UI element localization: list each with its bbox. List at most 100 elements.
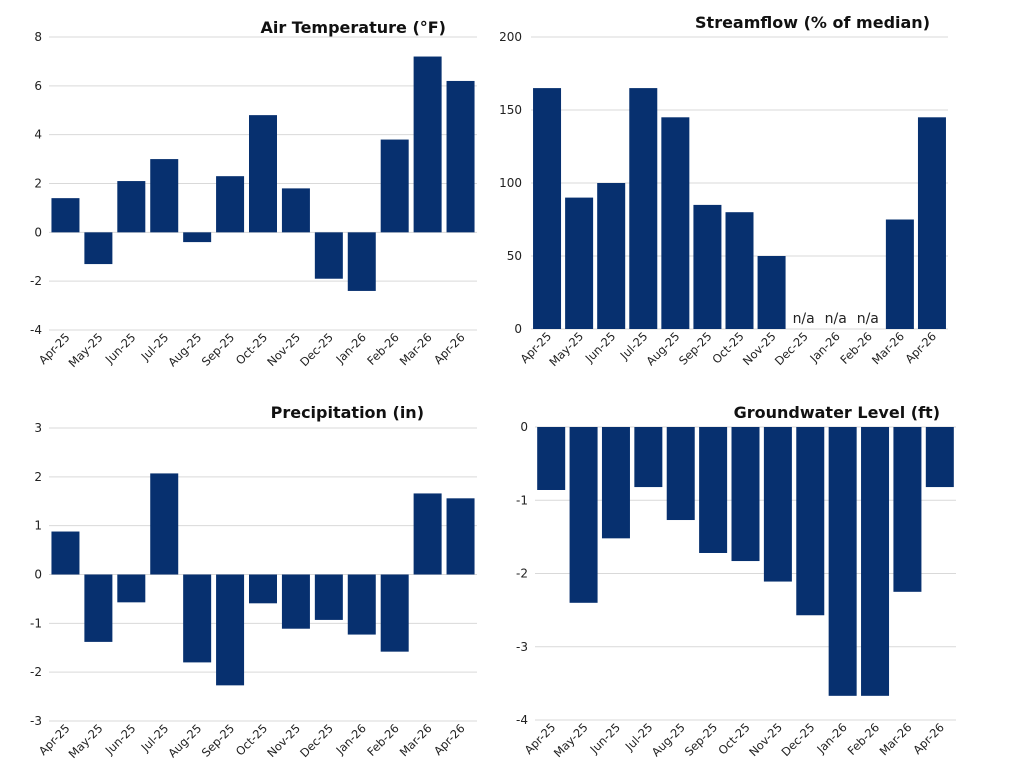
precipitation-bar bbox=[249, 574, 277, 604]
precipitation-title: Precipitation (in) bbox=[271, 403, 424, 422]
streamflow-x-tick-label: Mar-26 bbox=[869, 329, 907, 367]
air-temperature-bar bbox=[183, 232, 212, 243]
streamflow-x-tick-label: Jan-26 bbox=[806, 329, 842, 365]
groundwater-level-bar bbox=[796, 427, 825, 616]
groundwater-level-y-tick-label: -2 bbox=[516, 567, 528, 581]
streamflow-bar bbox=[885, 219, 914, 329]
streamflow-bar bbox=[757, 256, 786, 329]
air-temperature-x-tick-label: Feb-26 bbox=[364, 330, 402, 368]
groundwater-level-x-tick-label: Jan-26 bbox=[813, 720, 849, 756]
precipitation-bar bbox=[314, 574, 343, 620]
streamflow-bar bbox=[597, 183, 626, 329]
groundwater-level-bar bbox=[893, 427, 922, 592]
air-temperature-bar bbox=[347, 232, 376, 291]
streamflow-y-tick-label: 100 bbox=[499, 176, 522, 190]
groundwater-level-bar bbox=[666, 427, 695, 521]
air-temperature-y-tick-label: 0 bbox=[34, 225, 42, 239]
streamflow-bar bbox=[661, 117, 690, 329]
air-temperature-x-tick-label: Apr-26 bbox=[431, 330, 468, 367]
groundwater-level-x-tick-label: Oct-25 bbox=[715, 720, 752, 757]
air-temperature-bar bbox=[150, 159, 179, 233]
air-temperature-bar bbox=[117, 181, 146, 233]
air-temperature-y-tick-label: 2 bbox=[34, 177, 42, 191]
streamflow-missing-label: n/a bbox=[793, 311, 815, 327]
precipitation-y-tick-label: 2 bbox=[34, 470, 42, 484]
streamflow-bar bbox=[917, 117, 946, 329]
streamflow-x-tick-label: Feb-26 bbox=[837, 329, 875, 367]
precipitation-x-tick-label: Oct-25 bbox=[233, 721, 270, 758]
air-temperature-x-tick-label: Jan-26 bbox=[332, 330, 368, 366]
precipitation-bar bbox=[216, 574, 245, 686]
air-temperature-x-tick-label: Jun-25 bbox=[102, 330, 139, 367]
streamflow-x-tick-label: Apr-26 bbox=[902, 329, 939, 366]
groundwater-level-bar bbox=[828, 427, 857, 696]
streamflow-title: Streamflow (% of median) bbox=[695, 13, 930, 32]
precipitation-x-tick-label: Jun-25 bbox=[102, 721, 139, 758]
groundwater-level-x-tick-label: Nov-25 bbox=[746, 720, 785, 759]
groundwater-level-bar bbox=[537, 427, 566, 490]
groundwater-level-bar bbox=[763, 427, 792, 582]
air-temperature-bar bbox=[51, 198, 80, 233]
groundwater-level-bar bbox=[601, 427, 630, 539]
air-temperature-x-tick-label: Dec-25 bbox=[297, 330, 336, 369]
precipitation-x-tick-label: May-25 bbox=[66, 721, 106, 761]
precipitation-x-tick-label: Jan-26 bbox=[332, 721, 368, 757]
precipitation-bar bbox=[51, 531, 80, 575]
streamflow-y-tick-label: 0 bbox=[514, 322, 522, 336]
precipitation-x-tick-label: Feb-26 bbox=[364, 721, 402, 759]
precipitation-bar bbox=[347, 574, 376, 635]
precipitation-bar bbox=[183, 574, 212, 663]
precipitation-bar bbox=[446, 498, 475, 575]
precipitation-chart: Precipitation (in) 3210-1-2-3Apr-25May-2… bbox=[30, 403, 477, 761]
groundwater-level-bar bbox=[569, 427, 598, 603]
groundwater-level-bar bbox=[634, 427, 663, 488]
air-temperature-x-tick-label: Mar-26 bbox=[397, 330, 435, 368]
precipitation-y-tick-label: -2 bbox=[30, 665, 42, 679]
groundwater-level-title: Groundwater Level (ft) bbox=[734, 403, 940, 422]
air-temperature-y-tick-label: 6 bbox=[34, 79, 42, 93]
air-temperature-bar bbox=[413, 56, 442, 233]
air-temperature-bar bbox=[84, 232, 113, 265]
groundwater-level-y-tick-label: 0 bbox=[520, 420, 528, 434]
precipitation-x-tick-label: Nov-25 bbox=[264, 721, 303, 760]
groundwater-level-x-tick-label: Mar-26 bbox=[877, 720, 915, 758]
streamflow-y-tick-label: 200 bbox=[499, 30, 522, 44]
air-temperature-x-tick-label: Oct-25 bbox=[233, 330, 270, 367]
air-temperature-bar bbox=[216, 176, 245, 233]
groundwater-level-bar bbox=[925, 427, 954, 488]
precipitation-x-tick-label: Apr-26 bbox=[431, 721, 468, 758]
streamflow-bar bbox=[533, 88, 562, 329]
precipitation-x-tick-label: Mar-26 bbox=[397, 721, 435, 759]
groundwater-level-x-tick-label: Apr-26 bbox=[910, 720, 947, 757]
streamflow-x-tick-label: Jun-25 bbox=[582, 329, 619, 366]
air-temperature-bar bbox=[281, 188, 310, 233]
streamflow-bar bbox=[725, 212, 754, 329]
groundwater-level-y-tick-label: -3 bbox=[516, 640, 528, 654]
air-temperature-y-tick-label: 8 bbox=[34, 30, 42, 44]
precipitation-x-tick-label: Sep-25 bbox=[199, 721, 238, 760]
air-temperature-x-tick-label: May-25 bbox=[66, 330, 106, 370]
air-temperature-x-tick-label: Nov-25 bbox=[264, 330, 303, 369]
groundwater-level-bar bbox=[861, 427, 890, 696]
groundwater-level-bar bbox=[731, 427, 760, 562]
streamflow-bar bbox=[565, 197, 594, 329]
streamflow-y-tick-label: 50 bbox=[507, 249, 522, 263]
precipitation-x-tick-label: Dec-25 bbox=[297, 721, 336, 760]
streamflow-missing-label: n/a bbox=[857, 311, 879, 327]
precipitation-y-tick-label: -1 bbox=[30, 616, 42, 630]
air-temperature-bar bbox=[380, 139, 409, 233]
groundwater-level-x-tick-label: May-25 bbox=[551, 720, 591, 760]
precipitation-y-tick-label: -3 bbox=[30, 714, 42, 728]
streamflow-x-tick-label: Oct-25 bbox=[709, 329, 746, 366]
precipitation-bar bbox=[281, 574, 310, 629]
precipitation-bar bbox=[117, 574, 146, 603]
streamflow-chart: Streamflow (% of median) 200 150 100 50 0 Apr… bbox=[499, 13, 948, 369]
streamflow-x-tick-label: Nov-25 bbox=[740, 329, 779, 368]
precipitation-y-tick-label: 0 bbox=[34, 568, 42, 582]
air-temperature-y-tick-label: 4 bbox=[34, 128, 42, 142]
air-temperature-x-tick-label: Sep-25 bbox=[199, 330, 238, 369]
precipitation-bar bbox=[150, 473, 179, 575]
groundwater-level-y-tick-label: -1 bbox=[516, 493, 528, 507]
precipitation-y-tick-label: 1 bbox=[34, 519, 42, 533]
